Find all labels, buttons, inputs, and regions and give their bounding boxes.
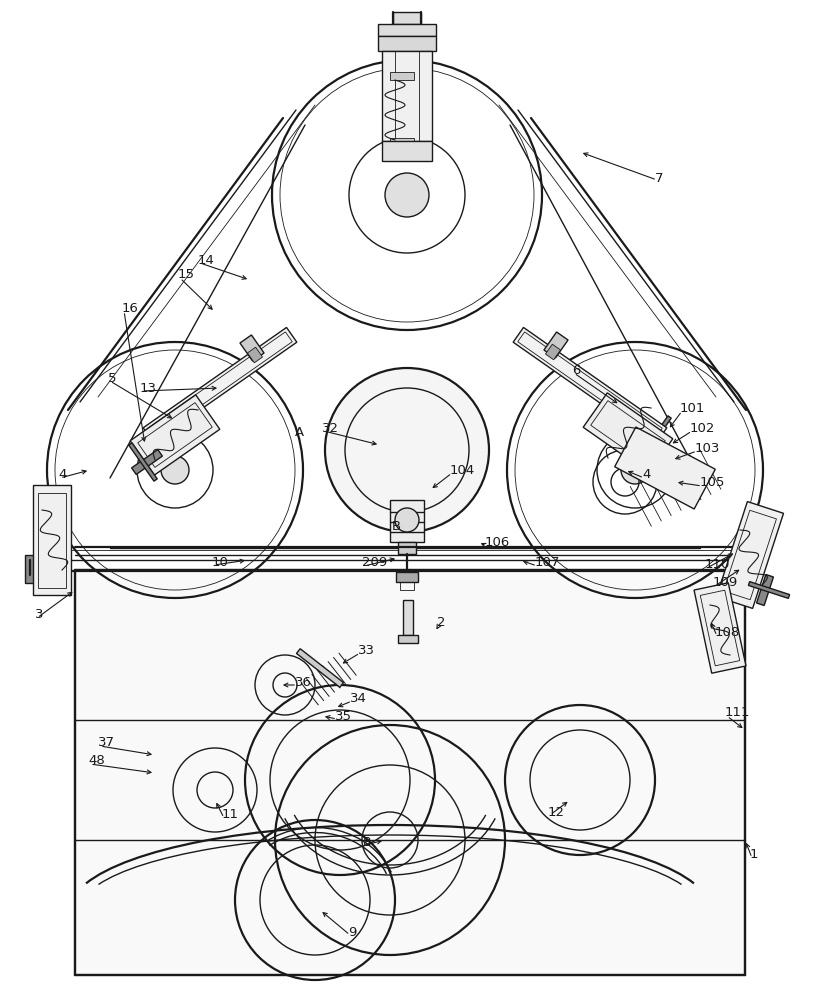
Circle shape: [621, 456, 649, 484]
Text: 10: 10: [212, 556, 229, 568]
Polygon shape: [583, 393, 673, 473]
Bar: [393, 12, 421, 24]
Text: 36: 36: [295, 676, 312, 688]
Text: 5: 5: [108, 371, 116, 384]
Bar: [378, 24, 436, 36]
Text: 111: 111: [725, 706, 751, 720]
Text: 14: 14: [198, 253, 215, 266]
Circle shape: [395, 508, 419, 532]
Polygon shape: [694, 583, 746, 673]
Text: 109: 109: [713, 576, 738, 589]
Text: 102: 102: [690, 422, 716, 434]
Polygon shape: [247, 347, 263, 363]
Bar: [400, 582, 414, 590]
Polygon shape: [240, 335, 264, 361]
Text: 37: 37: [98, 736, 115, 750]
Text: 106: 106: [485, 536, 510, 550]
Polygon shape: [130, 395, 220, 475]
Text: 13: 13: [140, 381, 157, 394]
Polygon shape: [643, 416, 672, 454]
Polygon shape: [513, 327, 667, 443]
Bar: [390, 72, 414, 80]
Bar: [378, 36, 436, 51]
Text: 1: 1: [750, 848, 759, 861]
Text: 105: 105: [700, 477, 725, 489]
Bar: [403, 600, 413, 635]
Circle shape: [325, 368, 489, 532]
Text: A: A: [295, 426, 304, 438]
Text: 15: 15: [178, 268, 195, 282]
Text: 101: 101: [680, 401, 706, 414]
Text: 4: 4: [642, 468, 650, 482]
Polygon shape: [132, 450, 163, 474]
Text: 34: 34: [350, 692, 367, 704]
Polygon shape: [545, 344, 561, 360]
Text: 7: 7: [655, 172, 663, 184]
Bar: [396, 572, 418, 582]
Circle shape: [385, 173, 429, 217]
Text: 110: 110: [705, 558, 730, 572]
Text: 108: 108: [715, 626, 740, 640]
Polygon shape: [143, 327, 297, 443]
Bar: [390, 138, 414, 146]
Bar: [382, 51, 432, 141]
Text: 4: 4: [58, 468, 67, 482]
Bar: [382, 141, 432, 161]
Polygon shape: [615, 427, 716, 509]
Polygon shape: [748, 582, 790, 598]
Text: 103: 103: [695, 442, 720, 454]
Text: 33: 33: [358, 644, 375, 656]
Bar: [390, 500, 424, 542]
Polygon shape: [33, 485, 71, 595]
Polygon shape: [716, 502, 784, 608]
Text: 104: 104: [450, 464, 475, 477]
Text: 32: 32: [322, 422, 339, 434]
Text: 209: 209: [362, 556, 387, 570]
Polygon shape: [637, 423, 667, 447]
Bar: [25, 555, 35, 583]
Text: 107: 107: [535, 556, 560, 570]
Bar: [75, 570, 745, 975]
Text: 16: 16: [122, 302, 139, 314]
Text: 8: 8: [362, 836, 370, 848]
Text: 6: 6: [572, 363, 580, 376]
Circle shape: [161, 456, 189, 484]
Polygon shape: [296, 649, 344, 687]
Polygon shape: [756, 574, 773, 606]
Bar: [398, 542, 416, 554]
Text: 2: 2: [437, 615, 445, 629]
Text: 3: 3: [35, 608, 43, 621]
Text: 12: 12: [548, 806, 565, 818]
Text: 9: 9: [348, 926, 357, 938]
Text: B: B: [392, 520, 401, 534]
Bar: [398, 635, 418, 643]
Text: 48: 48: [88, 754, 105, 768]
Text: 35: 35: [335, 710, 352, 722]
Text: 11: 11: [222, 808, 239, 822]
Polygon shape: [544, 332, 568, 358]
Polygon shape: [129, 443, 157, 481]
